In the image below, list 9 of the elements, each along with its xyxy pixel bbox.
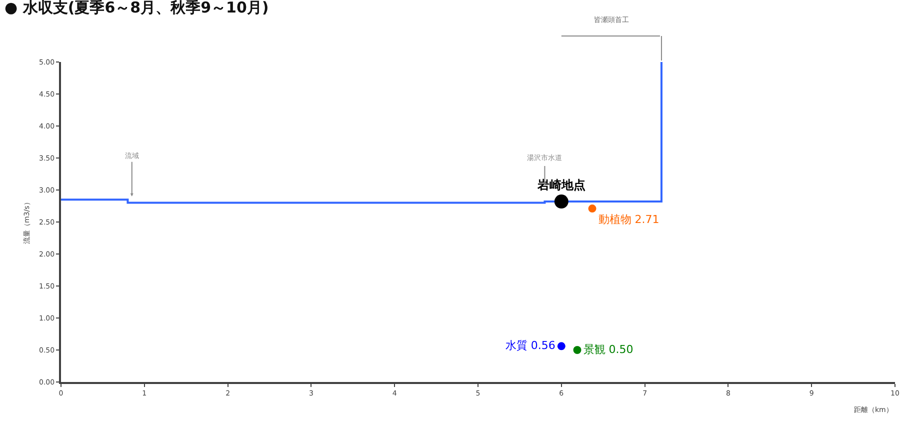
point (554, 194, 568, 209)
point (573, 346, 582, 354)
text: 水質 0.56 (505, 338, 556, 352)
point (588, 204, 596, 213)
chart-title: ● 水収支(夏季6～8月、秋季9～10月) (4, 0, 269, 17)
text: 景観 0.50 (583, 342, 634, 356)
text: 動植物 2.71 (598, 212, 660, 226)
point (557, 342, 566, 350)
series-label: 岩崎地点 (536, 178, 586, 192)
